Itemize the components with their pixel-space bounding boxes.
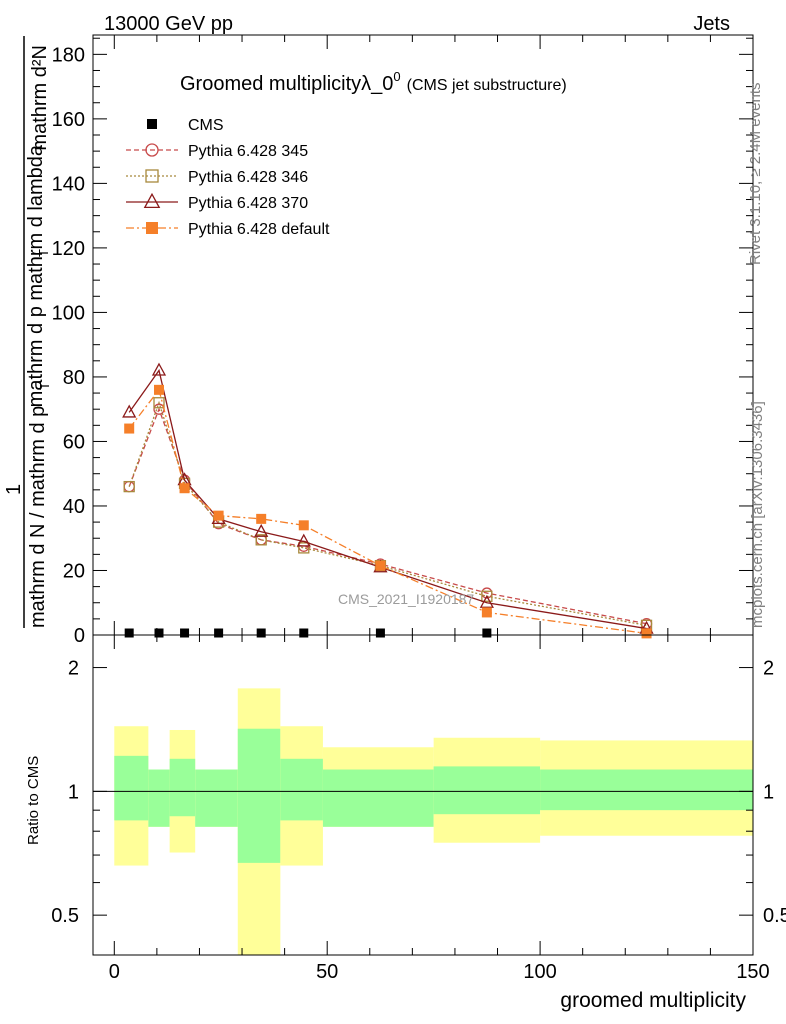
legend-label: Pythia 6.428 346: [188, 169, 308, 186]
series-pythia-6-428-346-point: [298, 542, 310, 554]
analysis-watermark: CMS_2021_I1920187: [338, 591, 474, 607]
ratio-ytick-label: 0.5: [51, 905, 79, 927]
series-pythia-6-428-370-point: [151, 362, 167, 376]
series-pythia-6-428-default-point: [213, 510, 224, 521]
series-pythia-6-428-default-point: [154, 384, 164, 395]
legend-marker: [143, 192, 161, 209]
series-pythia-6-428-default-point: [298, 520, 309, 531]
ratio-inner-band: [148, 769, 170, 827]
series-pythia-6-428-370-point: [479, 594, 494, 608]
x-tick-label: 50: [316, 961, 338, 983]
ratio-inner-band: [433, 766, 541, 815]
series-pythia-6-428-346-line: [128, 400, 647, 626]
series-pythia-6-428-default-point: [124, 423, 135, 434]
legend-label: Pythia 6.428 default: [188, 221, 330, 238]
x-tick-label: 100: [523, 961, 556, 983]
ratio-ytick-label-right: 2: [763, 658, 774, 680]
series-cms-point: [154, 628, 164, 638]
main-ytick-label: 120: [52, 238, 85, 260]
legend-marker: [145, 169, 159, 183]
svg-text:mathrm d p mathrm d lambda: mathrm d p mathrm d lambda: [25, 144, 47, 407]
series-pythia-6-428-346-point: [481, 590, 493, 602]
series-cms-point: [299, 628, 309, 638]
series-pythia-6-428-370-point: [122, 404, 137, 418]
series-pythia-6-428-370-point: [254, 523, 269, 537]
ratio-inner-band: [280, 758, 323, 821]
header-energy-label: 13000 GeV pp: [104, 13, 233, 35]
series-cms-point: [256, 628, 266, 638]
series-pythia-6-428-370-point: [296, 533, 311, 547]
rivet-version-label: Rivet 3.1.10, ≥ 2.4M events: [747, 83, 764, 266]
ratio-ylabel: Ratio to CMS: [25, 756, 42, 845]
chart-title: Groomed multiplicityλ_00(CMS jet substru…: [180, 69, 567, 95]
x-tick-label: 150: [736, 961, 769, 983]
series-pythia-6-428-346-point: [123, 480, 135, 493]
main-ytick-label: 0: [74, 625, 85, 647]
legend-marker: [145, 143, 159, 157]
series-cms-point: [482, 628, 492, 638]
main-ytick-label: 20: [63, 560, 85, 582]
series-pythia-6-428-370-line: [128, 368, 647, 630]
legend-marker: [146, 222, 158, 234]
ratio-inner-band: [540, 769, 753, 811]
series-pythia-6-428-default-point: [256, 513, 267, 524]
svg-text:T: T: [36, 249, 51, 257]
series-pythia-6-428-346-point: [153, 397, 165, 409]
main-ylabel: mathrm d²N mathrm d p mathrm d lambda T …: [3, 36, 52, 628]
ratio-ytick-label: 2: [68, 658, 79, 680]
ratio-inner-band: [169, 758, 196, 817]
legend-marker: [147, 119, 157, 129]
main-ytick-label: 80: [63, 367, 85, 389]
ratio-inner-band: [237, 728, 281, 863]
series-cms-point: [375, 628, 385, 638]
main-ytick-label: 100: [52, 302, 85, 324]
series-pythia-6-428-345-line: [128, 407, 647, 625]
series-pythia-6-428-346-point: [255, 534, 267, 546]
legend: CMS Pythia 6.428 345 Pythia 6.428 346 Pythi…: [126, 117, 330, 238]
main-ytick-label: 140: [52, 173, 85, 195]
header-jets-label: Jets: [693, 13, 730, 35]
series-cms-point: [214, 628, 224, 638]
series-cms-point: [124, 628, 134, 638]
legend-label: Pythia 6.428 345: [188, 143, 308, 160]
svg-text:mathrm d N / mathrm d p: mathrm d N / mathrm d p: [27, 406, 49, 628]
ratio-plot-frame: [92, 634, 754, 956]
main-ytick-label: 60: [63, 431, 85, 453]
series-pythia-6-428-default-point: [375, 560, 386, 571]
series-pythia-6-428-default-point: [481, 607, 492, 618]
main-ytick-label: 160: [52, 109, 85, 131]
main-ytick-label: 180: [52, 44, 85, 66]
legend-label: CMS: [188, 117, 224, 134]
series-cms-point: [180, 628, 190, 638]
ratio-ytick-label-right: 1: [763, 781, 774, 803]
x-axis-label: groomed multiplicity: [560, 989, 746, 1012]
mcplots-label: mcplots.cern.ch [arXiv:1306.3436]: [749, 401, 766, 628]
legend-label: Pythia 6.428 370: [188, 195, 308, 212]
ratio-inner-band: [195, 769, 238, 827]
svg-text:mathrm d²N: mathrm d²N: [29, 45, 51, 151]
ratio-inner-band: [114, 755, 149, 821]
series-pythia-6-428-default-point: [179, 483, 190, 494]
x-tick-label: 0: [109, 961, 120, 983]
main-ytick-label: 40: [63, 496, 85, 518]
ratio-ytick-label: 1: [68, 781, 79, 803]
ratio-inner-band: [322, 769, 434, 827]
svg-text:T: T: [37, 382, 52, 390]
ratio-ytick-label-right: 0.5: [763, 905, 786, 927]
series-pythia-6-428-default-point: [641, 628, 652, 639]
svg-text:1: 1: [3, 484, 25, 495]
